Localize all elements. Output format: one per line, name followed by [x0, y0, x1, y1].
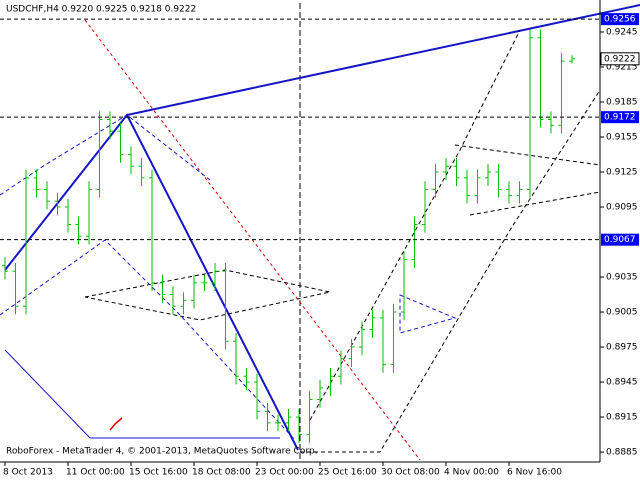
x-tick-label: 8 Oct 2013: [3, 468, 53, 478]
channel-line: [0, 239, 296, 441]
triangle: [399, 294, 457, 334]
x-tick-label: 18 Oct 08:00: [192, 468, 251, 478]
x-tick-label: 11 Oct 00:00: [66, 468, 125, 478]
current-price-label: 0.9222: [604, 54, 636, 64]
footer: RoboForex - MetaTrader 4, © 2001-2013, M…: [6, 447, 318, 457]
current-price-box: [600, 52, 640, 66]
y-tick-label: 0.9125: [606, 168, 638, 178]
y-tick-label: 0.8975: [606, 343, 638, 353]
chart-title: USDCHF,H4 0.9220 0.9225 0.9218 0.9222: [6, 5, 196, 15]
check-mark: [109, 417, 123, 431]
y-tick-label: 0.8885: [606, 448, 638, 458]
price-label: 0.9256: [604, 15, 636, 25]
y-tick-label: 0.8915: [606, 413, 638, 423]
trend-line: [4, 349, 280, 439]
y-tick-label: 0.9035: [606, 273, 638, 283]
y-tick-label: 0.9245: [606, 27, 638, 37]
y-tick-label: 0.9155: [606, 132, 638, 142]
channel-line: [300, 89, 601, 453]
y-tick-label: 0.9215: [606, 62, 638, 72]
price-label-box: [601, 233, 639, 246]
y-tick-label: 0.9005: [606, 308, 638, 318]
price-label-box: [601, 111, 639, 124]
x-tick-label: 30 Oct 08:00: [381, 468, 440, 478]
channel-line: [454, 144, 601, 166]
x-tick-label: 4 Nov 00:00: [444, 468, 499, 478]
price-label-box: [601, 13, 639, 26]
y-tick-label: 0.8945: [606, 378, 638, 388]
triangle: [84, 269, 331, 321]
channel-line: [469, 191, 601, 216]
drawings: [0, 3, 640, 461]
channel-line: [309, 29, 521, 421]
x-tick-label: 23 Oct 00:00: [255, 468, 314, 478]
y-tick-label: 0.9095: [606, 203, 638, 213]
x-tick-label: 25 Oct 16:00: [318, 468, 377, 478]
trend-line: [126, 4, 640, 116]
price-label: 0.9067: [604, 235, 636, 245]
x-tick-label: 15 Oct 16:00: [129, 468, 188, 478]
x-tick-label: 6 Nov 16:00: [507, 468, 562, 478]
price-label: 0.9172: [604, 113, 636, 123]
y-tick-label: 0.9185: [606, 97, 638, 107]
